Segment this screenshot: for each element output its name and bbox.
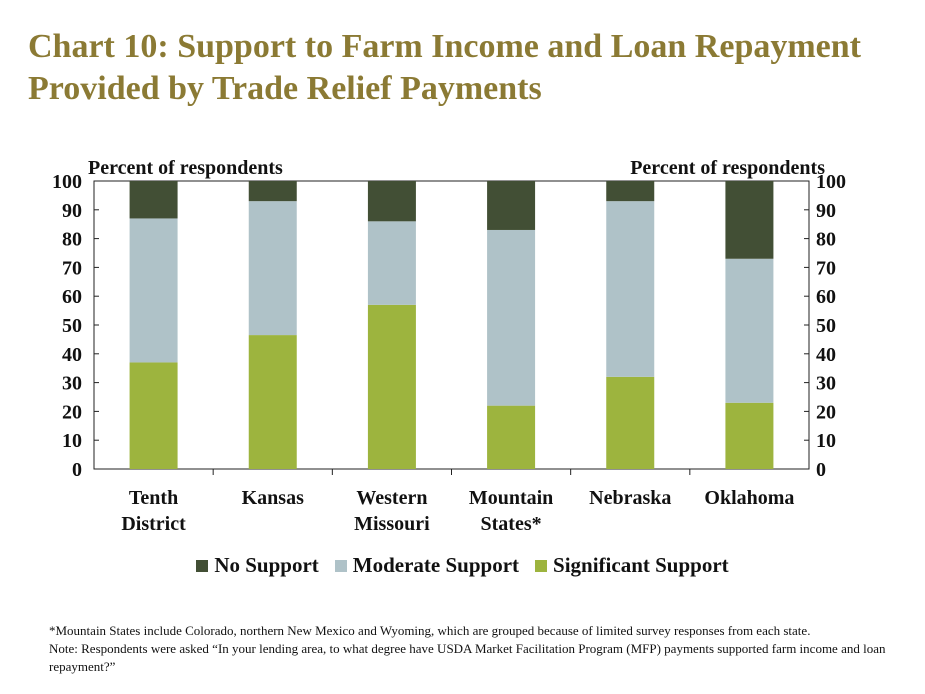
y-tick-label-left: 60	[62, 286, 82, 308]
bar-segment	[367, 181, 416, 222]
y-tick-label-left: 100	[52, 171, 82, 193]
y-tick-label-right: 0	[816, 459, 826, 481]
y-tick-label-right: 100	[816, 171, 846, 193]
y-tick-label-right: 80	[816, 229, 836, 251]
chart-legend: No Support Moderate Support Significant Su…	[0, 553, 925, 578]
x-category-label: Missouri	[354, 513, 430, 535]
x-category-label: Kansas	[242, 487, 304, 509]
legend-swatch	[334, 559, 347, 572]
stacked-bar-chart: 0 0 10 10 20 20 30 30 40 40 50 50 60 60 70 70 80 80 90 90 10…	[52, 157, 846, 535]
bar-segment	[129, 181, 178, 219]
y-tick-label-left: 40	[62, 344, 82, 366]
x-category-label: Tenth	[129, 487, 178, 509]
bar-segment	[367, 221, 416, 305]
chart-title: Chart 10: Support to Farm Income and Loa…	[28, 28, 861, 107]
bar-segment	[129, 218, 178, 363]
legend-item: Moderate Support	[334, 553, 520, 578]
x-category-label: Western	[356, 487, 427, 509]
y-tick-label-left: 70	[62, 257, 82, 279]
bar-segment	[606, 201, 655, 377]
x-category-label: Oklahoma	[704, 487, 794, 509]
y-tick-label-left: 50	[62, 315, 82, 337]
bar-segment	[487, 405, 536, 469]
y-tick-label-right: 10	[816, 430, 836, 452]
legend-item: No Support	[196, 553, 319, 578]
y-tick-label-left: 90	[62, 200, 82, 222]
legend-swatch	[535, 559, 548, 572]
y-tick-label-left: 0	[72, 459, 82, 481]
y-tick-label-right: 70	[816, 257, 836, 279]
bar-segment	[248, 201, 297, 336]
bar-segment	[129, 362, 178, 469]
legend-item: Significant Support	[535, 553, 729, 578]
y-axis-label-right: Percent of respondents	[630, 157, 825, 179]
y-tick-label-right: 90	[816, 200, 836, 222]
y-tick-label-right: 50	[816, 315, 836, 337]
x-category-label: District	[121, 513, 186, 535]
footnote-mountain-states: *Mountain States include Colorado, north…	[49, 623, 811, 638]
bar-segment	[725, 402, 774, 469]
y-tick-label-left: 10	[62, 430, 82, 452]
bar-segment	[487, 181, 536, 230]
y-tick-label-left: 30	[62, 373, 82, 395]
legend-swatch	[196, 559, 209, 572]
footnote-survey-question: Note: Respondents were asked “In your le…	[49, 641, 886, 674]
bar-segment	[367, 304, 416, 469]
chart-notes: *Mountain States include Colorado, north…	[49, 622, 909, 676]
y-tick-label-left: 80	[62, 229, 82, 251]
y-tick-label-right: 40	[816, 344, 836, 366]
legend-label: No Support	[214, 553, 319, 577]
y-tick-label-right: 60	[816, 286, 836, 308]
y-tick-label-left: 20	[62, 401, 82, 423]
bar-segment	[248, 335, 297, 469]
y-tick-label-right: 20	[816, 401, 836, 423]
legend-label: Significant Support	[553, 553, 729, 577]
legend-label: Moderate Support	[352, 553, 520, 577]
x-category-label: States*	[481, 513, 542, 535]
bar-segment	[606, 376, 655, 469]
bar-segment	[725, 258, 774, 403]
bar-segment	[725, 181, 774, 259]
y-axis-label-left: Percent of respondents	[88, 157, 283, 179]
y-tick-label-right: 30	[816, 373, 836, 395]
x-category-label: Mountain	[469, 487, 553, 509]
bar-segment	[487, 229, 536, 406]
bar-segment	[248, 181, 297, 202]
plot-frame	[93, 180, 810, 470]
bar-segment	[606, 181, 655, 202]
x-category-label: Nebraska	[589, 487, 671, 509]
